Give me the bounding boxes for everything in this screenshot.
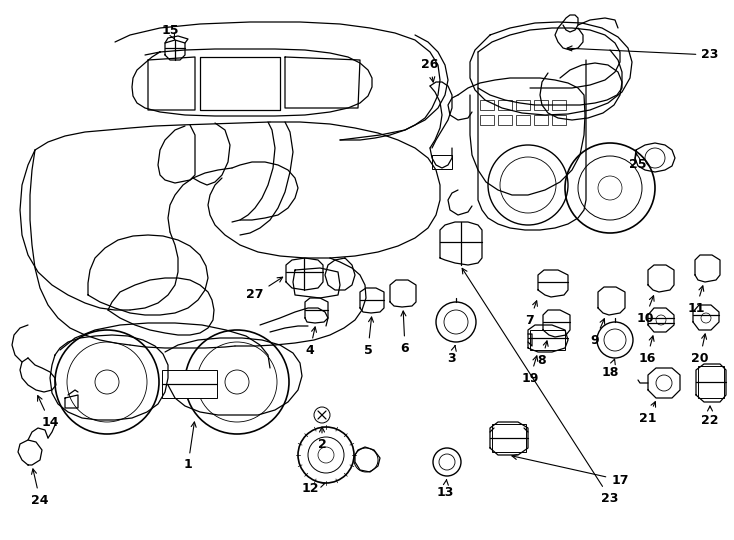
Text: 14: 14 [37,396,59,429]
Bar [552,115,566,125]
Bar [498,100,512,110]
Text: 23: 23 [567,46,719,62]
Bar [534,115,548,125]
Text: 20: 20 [691,334,709,364]
Text: 26: 26 [421,58,439,82]
Text: 24: 24 [32,469,48,507]
Text: 13: 13 [436,480,454,498]
Text: 5: 5 [363,317,374,356]
Bar [480,100,494,110]
Bar [534,100,548,110]
Bar [516,100,530,110]
Bar [432,155,452,169]
Text: 21: 21 [639,402,657,424]
Bar [492,424,526,452]
Bar [498,115,512,125]
Bar [480,115,494,125]
Text: 4: 4 [305,327,316,356]
Text: 22: 22 [701,406,719,427]
Text: 1: 1 [184,422,196,471]
Text: 25: 25 [629,153,647,172]
Text: 8: 8 [538,341,548,367]
Bar [552,100,566,110]
Text: 11: 11 [687,286,705,314]
Text: 10: 10 [636,296,654,325]
Text: 18: 18 [601,359,619,379]
Bar [530,330,565,350]
Text: 12: 12 [301,482,325,495]
Bar [698,366,724,398]
Text: 15: 15 [161,24,179,39]
Text: 2: 2 [318,427,327,451]
Text: 7: 7 [526,301,537,327]
Bar [162,370,217,398]
Text: 23: 23 [462,268,619,504]
Text: 16: 16 [639,336,655,364]
Text: 3: 3 [448,346,457,365]
Text: 19: 19 [521,356,539,384]
Text: 9: 9 [591,319,605,347]
Text: 6: 6 [401,311,410,354]
Text: 17: 17 [512,455,629,487]
Bar [516,115,530,125]
Text: 27: 27 [246,277,283,301]
